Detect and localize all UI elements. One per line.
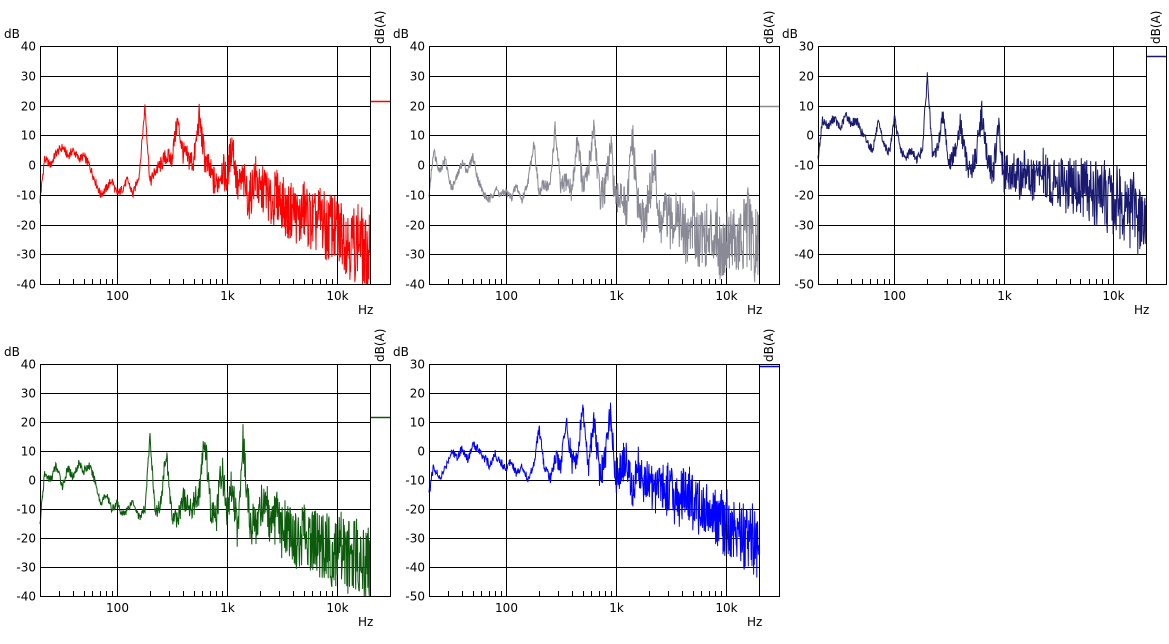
y-axis-label: dB [782, 27, 798, 41]
y-tick-label: -30 [16, 248, 36, 262]
y-tick-label: -30 [794, 219, 814, 233]
x-tick-label: 10k [715, 601, 737, 615]
level-unit-label: dB(A) [373, 11, 387, 44]
level-unit-label: dB(A) [762, 11, 776, 44]
y-tick-label: 10 [21, 129, 36, 143]
y-tick-label: 40 [21, 40, 36, 54]
level-bar [759, 46, 780, 285]
level-unit-label: dB(A) [373, 329, 387, 362]
y-tick-label: 0 [28, 474, 36, 488]
y-tick-label: 0 [28, 159, 36, 173]
y-tick-label: -10 [16, 189, 36, 203]
spectrum-line [39, 424, 371, 597]
x-tick-label: 100 [883, 289, 906, 303]
y-tick-label: 30 [21, 387, 36, 401]
y-tick-label: 20 [410, 387, 425, 401]
y-tick-label: 10 [410, 129, 425, 143]
y-tick-label: 10 [799, 100, 814, 114]
y-tick-label: -20 [405, 503, 425, 517]
y-tick-label: 20 [410, 100, 425, 114]
y-tick-label: 30 [410, 358, 425, 372]
x-axis-label: Hz [358, 303, 373, 317]
y-tick-label: 40 [410, 40, 425, 54]
y-tick-label: 10 [21, 445, 36, 459]
x-tick-label: 1k [997, 289, 1012, 303]
x-tick-label: 10k [326, 289, 348, 303]
y-tick-label: -30 [16, 561, 36, 575]
y-tick-label: 20 [799, 70, 814, 84]
x-tick-label: 1k [220, 601, 235, 615]
spectrum-line [817, 72, 1147, 255]
y-tick-label: 20 [21, 416, 36, 430]
x-tick-label: 10k [715, 289, 737, 303]
x-tick-label: 1k [609, 289, 624, 303]
y-axis-label: dB [393, 345, 409, 359]
level-bar [370, 364, 391, 597]
spectrum-line [428, 119, 760, 283]
y-tick-label: 0 [417, 445, 425, 459]
x-axis-label: Hz [747, 303, 762, 317]
x-tick-label: 1k [609, 601, 624, 615]
y-tick-label: 30 [799, 40, 814, 54]
spectrum-line [428, 402, 760, 578]
y-tick-label: 0 [417, 159, 425, 173]
y-tick-label: -10 [405, 189, 425, 203]
level-unit-label: dB(A) [762, 329, 776, 362]
level-unit-label: dB(A) [1149, 11, 1163, 44]
y-tick-label: -40 [16, 590, 36, 604]
level-bar [370, 46, 391, 285]
y-tick-label: -20 [794, 189, 814, 203]
y-tick-label: -40 [16, 278, 36, 292]
y-tick-label: 30 [21, 70, 36, 84]
x-tick-label: 100 [495, 289, 518, 303]
y-tick-label: -20 [16, 532, 36, 546]
y-tick-label: -40 [794, 248, 814, 262]
y-tick-label: -20 [405, 219, 425, 233]
y-tick-label: -30 [405, 532, 425, 546]
y-tick-label: -50 [794, 278, 814, 292]
y-tick-label: -30 [405, 248, 425, 262]
x-axis-label: Hz [1134, 303, 1149, 317]
y-tick-label: -10 [16, 503, 36, 517]
y-axis-label: dB [393, 27, 409, 41]
y-tick-label: -20 [16, 219, 36, 233]
y-tick-label: -50 [405, 590, 425, 604]
x-tick-label: 100 [106, 601, 129, 615]
level-bar [759, 364, 780, 597]
x-tick-label: 100 [495, 601, 518, 615]
y-tick-label: 0 [806, 129, 814, 143]
y-tick-label: 20 [21, 100, 36, 114]
y-axis-label: dB [4, 345, 20, 359]
level-bar [1146, 46, 1167, 285]
x-tick-label: 10k [326, 601, 348, 615]
y-tick-label: -40 [405, 278, 425, 292]
y-tick-label: 10 [410, 416, 425, 430]
y-tick-label: -40 [405, 561, 425, 575]
x-axis-label: Hz [747, 615, 762, 629]
x-tick-label: 1k [220, 289, 235, 303]
y-tick-label: 30 [410, 70, 425, 84]
x-tick-label: 10k [1102, 289, 1124, 303]
spectrum-line [39, 103, 371, 285]
x-axis-label: Hz [358, 615, 373, 629]
y-tick-label: -10 [794, 159, 814, 173]
y-tick-label: 40 [21, 358, 36, 372]
y-tick-label: -10 [405, 474, 425, 488]
x-tick-label: 100 [106, 289, 129, 303]
y-axis-label: dB [4, 27, 20, 41]
